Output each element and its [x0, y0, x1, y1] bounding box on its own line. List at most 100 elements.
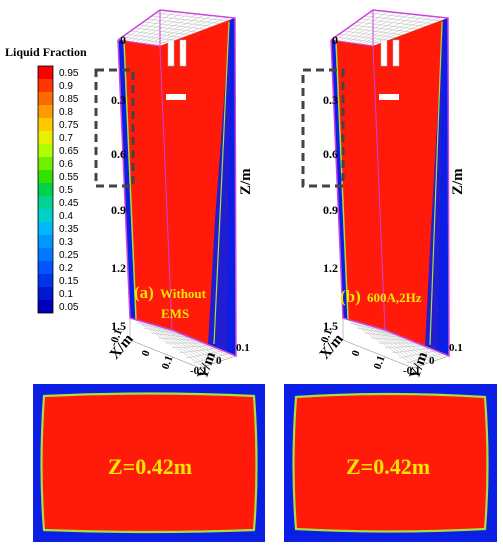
- panel-b-section: Z=0.42m: [284, 384, 497, 542]
- legend-colorbar: [37, 65, 54, 314]
- panel-a-bottom-grid-lines: [134, 318, 233, 368]
- legend-swatch: [38, 196, 53, 209]
- panel-a-3d: [94, 9, 237, 369]
- legend-label: 0.65: [59, 146, 79, 157]
- panel-a-x-tick-3: 0.1: [160, 354, 176, 371]
- grid-line: [159, 326, 226, 360]
- grid-line: [171, 345, 211, 349]
- legend-swatch: [38, 274, 53, 287]
- panel-a-mushy-right: [213, 21, 230, 345]
- grid-line: [405, 353, 443, 364]
- legend-label: 0.05: [59, 302, 79, 313]
- grid-line: [360, 15, 426, 45]
- panel-b-mushy-right: [429, 21, 443, 346]
- z-tick-label: 1.2: [323, 261, 338, 275]
- grid-line: [143, 21, 206, 30]
- legend-label: 0.95: [59, 68, 79, 79]
- grid-line: [151, 15, 221, 24]
- grid-line: [151, 16, 221, 46]
- grid-line: [185, 350, 224, 359]
- z-tick-label: 1.5: [323, 319, 338, 333]
- legend-labels: 0.95 0.9 0.85 0.8 0.75 0.7 0.65 0.6 0.55 0.5 0.45 0…: [59, 68, 79, 313]
- legend-label: 0.85: [59, 94, 79, 105]
- panel-b-bottom-grid-lines: [347, 318, 446, 368]
- grid-line: [155, 12, 228, 22]
- legend-swatch: [38, 209, 53, 222]
- legend-swatch: [38, 66, 53, 79]
- legend-label: 0.3: [59, 237, 73, 248]
- panel-b-section-label: Z=0.42m: [346, 454, 430, 479]
- legend-label: 0.15: [59, 276, 79, 287]
- legend-label: 0.7: [59, 133, 73, 144]
- legend-swatch: [38, 157, 53, 170]
- legend-swatch: [38, 79, 53, 92]
- legend-swatch: [38, 105, 53, 118]
- grid-line: [364, 16, 434, 46]
- legend-label: 0.2: [59, 263, 73, 274]
- panel-a-shell-right-thick: [208, 20, 230, 352]
- panel-a-shell-left: [118, 40, 136, 319]
- panel-a-section-label: Z=0.42m: [108, 454, 192, 479]
- grid-line: [147, 15, 213, 45]
- legend-swatch: [38, 170, 53, 183]
- grid-line: [360, 18, 426, 27]
- grid-line: [167, 328, 233, 358]
- panel-b-section-liquid: [292, 392, 489, 533]
- legend-swatch: [38, 287, 53, 300]
- grid-line: [351, 13, 411, 44]
- panel-b-top-grid-lines: [335, 10, 441, 46]
- panel-a-label-line-1: Without: [160, 286, 207, 301]
- panel-a-y-tick-2: 0: [216, 355, 222, 367]
- legend-swatch: [38, 235, 53, 248]
- grid-line: [147, 18, 213, 27]
- panel-b-x-tick-1: -0.1: [318, 328, 335, 348]
- grid-line: [163, 327, 229, 359]
- panel-b-z-ticks: 0 0.3 0.6 0.9 1.2 1.5: [323, 33, 338, 333]
- panel-b-x-tick-3: 0.1: [372, 354, 388, 371]
- panel-a-letter: (a): [134, 283, 154, 302]
- legend-label: 0.4: [59, 211, 73, 222]
- legend-label: 0.45: [59, 198, 79, 209]
- z-tick-label: 0.9: [323, 203, 338, 217]
- panel-b-y-tick-3: -0.1: [403, 365, 420, 377]
- legend-label: 0.5: [59, 185, 73, 196]
- panel-a-mushy-left: [123, 40, 137, 320]
- legend-label: 0.9: [59, 81, 73, 92]
- grid-line: [178, 347, 217, 354]
- z-tick-label: 0.3: [323, 93, 338, 107]
- panel-a-nozzle-right: [179, 39, 187, 67]
- panel-b-y-tick-2: 0: [429, 355, 435, 367]
- legend-swatch: [38, 131, 53, 144]
- legend-swatch: [38, 183, 53, 196]
- legend-swatch: [38, 144, 53, 157]
- panel-b-shell-left: [331, 40, 348, 319]
- panel-b-nozzle-port: [379, 94, 399, 100]
- panel-a-z-ticks: 0 0.3 0.6 0.9 1.2 1.5: [111, 33, 126, 333]
- legend-swatch: [38, 222, 53, 235]
- grid-line: [364, 15, 434, 24]
- legend-label: 0.6: [59, 159, 73, 170]
- panel-a-label-line-2: EMS: [161, 306, 189, 321]
- panel-a-highlight-box: [94, 68, 135, 188]
- panel-b-edge-2: [330, 39, 374, 47]
- grid-line: [192, 353, 230, 364]
- z-tick-label: 0.6: [111, 147, 126, 161]
- grid-line: [155, 324, 222, 362]
- grid-line: [384, 345, 424, 349]
- legend-swatch: [38, 300, 53, 313]
- grid-line: [398, 350, 437, 359]
- panel-a-nozzle-left: [167, 39, 175, 67]
- panel-b-nozzle-right: [392, 39, 400, 67]
- grid-line: [380, 328, 446, 358]
- legend-label: 0.25: [59, 250, 79, 261]
- panel-a-edge-2: [117, 39, 161, 47]
- legend-label: 0.1: [59, 289, 73, 300]
- z-tick-label: 0.3: [111, 93, 126, 107]
- grid-line: [143, 14, 206, 44]
- panel-b-edge-3: [372, 45, 386, 331]
- legend-label: 0.35: [59, 224, 79, 235]
- panel-a-section-liquid: [40, 392, 258, 534]
- panel-b-z-axis-label: Z/m: [450, 168, 466, 195]
- panel-b-label-line-1: 600A,2Hz: [367, 290, 422, 305]
